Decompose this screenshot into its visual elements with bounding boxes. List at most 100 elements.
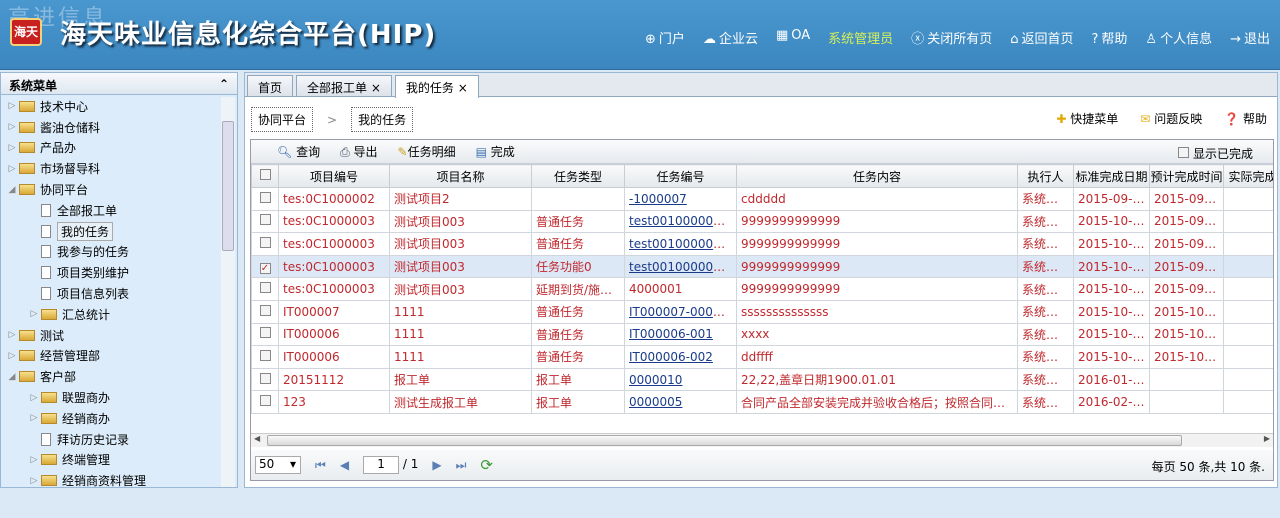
- row-checkbox[interactable]: [259, 395, 271, 407]
- scroll-thumb[interactable]: [267, 435, 1182, 446]
- table-row[interactable]: tes:0C1000002 测试项目2 -1000007 cddddd 系统管… 2015…: [251, 187, 1273, 211]
- sidebar-item[interactable]: 全部报工单: [1, 200, 237, 221]
- page-size-select[interactable]: 50 ▾: [255, 456, 301, 474]
- expand-arrow-icon[interactable]: ◢: [8, 184, 16, 195]
- nav-3[interactable]: 系统管理员: [828, 28, 893, 47]
- expand-arrow-icon[interactable]: ▷: [8, 142, 16, 153]
- breadcrumb-parent[interactable]: 协同平台: [251, 107, 314, 132]
- complete-button[interactable]: ▤ 完成: [476, 143, 515, 160]
- tab-2[interactable]: 我的任务 ×: [394, 75, 479, 98]
- sidebar-item[interactable]: ▷ 经营管理部: [1, 346, 237, 367]
- sidebar-item[interactable]: ▷ 测试: [1, 325, 237, 346]
- first-page-icon[interactable]: ⏮: [315, 457, 326, 472]
- nav-1[interactable]: ☁ 企业云: [703, 28, 758, 47]
- table-row[interactable]: ✓ tes:0C1000003 测试项目003 任务功能0 test001000003-…: [251, 254, 1273, 279]
- sidebar-item[interactable]: ▷ 经销商资料管理: [1, 470, 237, 491]
- row-checkbox[interactable]: [259, 349, 271, 361]
- task-number-link[interactable]: 0000005: [629, 395, 683, 410]
- nav-8[interactable]: → 退出: [1230, 28, 1270, 47]
- column-header[interactable]: 任务编号: [624, 164, 737, 188]
- sidebar-item[interactable]: 项目信息列表: [1, 283, 237, 304]
- nav-5[interactable]: ⌂ 返回首页: [1010, 28, 1073, 47]
- expand-arrow-icon[interactable]: ▷: [30, 413, 38, 424]
- sidebar-item[interactable]: 拜访历史记录: [1, 429, 237, 450]
- row-checkbox[interactable]: [259, 282, 271, 294]
- column-header[interactable]: 项目名称: [389, 164, 532, 188]
- task-number-link[interactable]: IT000007-000001: [629, 304, 736, 319]
- sidebar-item[interactable]: ▷ 技术中心: [1, 96, 237, 117]
- expand-arrow-icon[interactable]: ▷: [30, 454, 38, 465]
- column-header[interactable]: 任务内容: [736, 164, 1018, 188]
- export-button[interactable]: ⎙ 导出: [340, 143, 377, 160]
- tab-0[interactable]: 首页: [247, 75, 294, 96]
- expand-arrow-icon[interactable]: ▷: [8, 330, 16, 341]
- show-done-checkbox[interactable]: 显示已完成: [1178, 145, 1253, 162]
- column-header[interactable]: 预计完成时间: [1149, 164, 1224, 188]
- nav-4[interactable]: ⓧ 关闭所有页: [911, 28, 992, 47]
- expand-arrow-icon[interactable]: ▷: [8, 350, 16, 361]
- select-all-checkbox[interactable]: [259, 169, 271, 180]
- column-header[interactable]: 标准完成日期: [1073, 164, 1150, 188]
- sidebar-item[interactable]: ▷ 终端管理: [1, 450, 237, 471]
- column-header[interactable]: 执行人: [1017, 164, 1074, 188]
- expand-arrow-icon[interactable]: ▷: [8, 163, 16, 174]
- task-number-link[interactable]: -1000007: [629, 191, 687, 206]
- nav-6[interactable]: ? 帮助: [1091, 28, 1127, 47]
- expand-arrow-icon[interactable]: ◢: [8, 371, 16, 382]
- horizontal-scrollbar[interactable]: ◀ ▶: [251, 433, 1273, 447]
- tab-1[interactable]: 全部报工单 ×: [296, 75, 392, 96]
- query-button[interactable]: 🔍︎ 查询: [277, 143, 320, 160]
- table-row[interactable]: tes:0C1000003 测试项目003 延期到货/施工… 4000001 99999…: [251, 277, 1273, 301]
- expand-arrow-icon[interactable]: ▷: [30, 309, 38, 320]
- collapse-icon[interactable]: ⌃: [218, 77, 229, 91]
- table-row[interactable]: IT000006 1111 普通任务 IT000006-002 ddffff 系统管… 20…: [251, 345, 1273, 369]
- table-row[interactable]: IT000007 1111 普通任务 IT000007-000001 sssssssss…: [251, 299, 1273, 324]
- nav-7[interactable]: ♙ 个人信息: [1145, 28, 1212, 47]
- row-checkbox[interactable]: [259, 236, 271, 248]
- expand-arrow-icon[interactable]: ▷: [30, 392, 38, 403]
- task-number-link[interactable]: test001000003-012: [629, 259, 737, 274]
- task-number-link[interactable]: test001000003-011: [629, 236, 737, 251]
- last-page-icon[interactable]: ⏭: [455, 457, 467, 472]
- expand-arrow-icon[interactable]: ▷: [30, 475, 38, 486]
- table-row[interactable]: 123 测试生成报工单 报工单 0000005 合同产品全部安装完成并验收合格后；按照合…: [251, 390, 1273, 414]
- refresh-icon[interactable]: ⟳: [480, 456, 493, 474]
- row-checkbox[interactable]: [259, 214, 271, 226]
- page-input[interactable]: 1: [363, 456, 400, 474]
- sidebar-item[interactable]: ▷ 酱油仓储科: [1, 117, 237, 138]
- column-header[interactable]: 项目编号: [278, 164, 390, 188]
- row-checkbox[interactable]: [259, 304, 271, 316]
- splitter[interactable]: [238, 72, 244, 488]
- sidebar-item[interactable]: 我的任务: [1, 221, 237, 242]
- sidebar-scrollbar[interactable]: [221, 97, 235, 487]
- row-checkbox[interactable]: [259, 327, 271, 339]
- breadcrumb-current[interactable]: 我的任务: [351, 107, 414, 132]
- sidebar-item[interactable]: ▷ 产品办: [1, 138, 237, 159]
- nav-0[interactable]: ⊕ 门户: [645, 28, 685, 47]
- sidebar-item[interactable]: ▷ 联盟商办: [1, 387, 237, 408]
- row-checkbox[interactable]: [259, 191, 271, 203]
- table-row[interactable]: tes:0C1000003 测试项目003 普通任务 test001000003-01…: [251, 209, 1273, 234]
- task-number-link[interactable]: 0000010: [629, 372, 683, 387]
- help-button[interactable]: ❓ 帮助: [1224, 110, 1267, 127]
- scroll-thumb[interactable]: [222, 121, 234, 251]
- close-icon[interactable]: ×: [370, 81, 381, 95]
- scroll-left-icon[interactable]: ◀: [254, 434, 261, 443]
- sidebar-item[interactable]: 我参与的任务: [1, 242, 237, 263]
- row-checkbox[interactable]: ✓: [259, 262, 271, 274]
- table-row[interactable]: tes:0C1000003 测试项目003 普通任务 test001000003-01…: [251, 232, 1273, 256]
- expand-arrow-icon[interactable]: ▷: [8, 101, 16, 112]
- task-number-link[interactable]: IT000006-002: [629, 349, 713, 364]
- table-row[interactable]: 20151112 报工单 报工单 0000010 22,22,盖章日期1900.01.0…: [251, 367, 1273, 392]
- sidebar-item[interactable]: ▷ 经销商办: [1, 408, 237, 429]
- task-number-link[interactable]: IT000006-001: [629, 327, 713, 342]
- close-icon[interactable]: ×: [457, 81, 468, 95]
- expand-arrow-icon[interactable]: ▷: [8, 122, 16, 133]
- sidebar-item[interactable]: ▷ 汇总统计: [1, 304, 237, 325]
- scroll-right-icon[interactable]: ▶: [1263, 434, 1270, 443]
- quick-menu-button[interactable]: ✚ 快捷菜单: [1056, 110, 1118, 127]
- sidebar-item[interactable]: ◢ 协同平台: [1, 179, 237, 200]
- table-row[interactable]: IT000006 1111 普通任务 IT000006-001 xxxx 系统管… 2015…: [251, 322, 1273, 347]
- prev-page-icon[interactable]: ◀: [339, 458, 350, 472]
- sidebar-item[interactable]: ▷ 市场督导科: [1, 158, 237, 179]
